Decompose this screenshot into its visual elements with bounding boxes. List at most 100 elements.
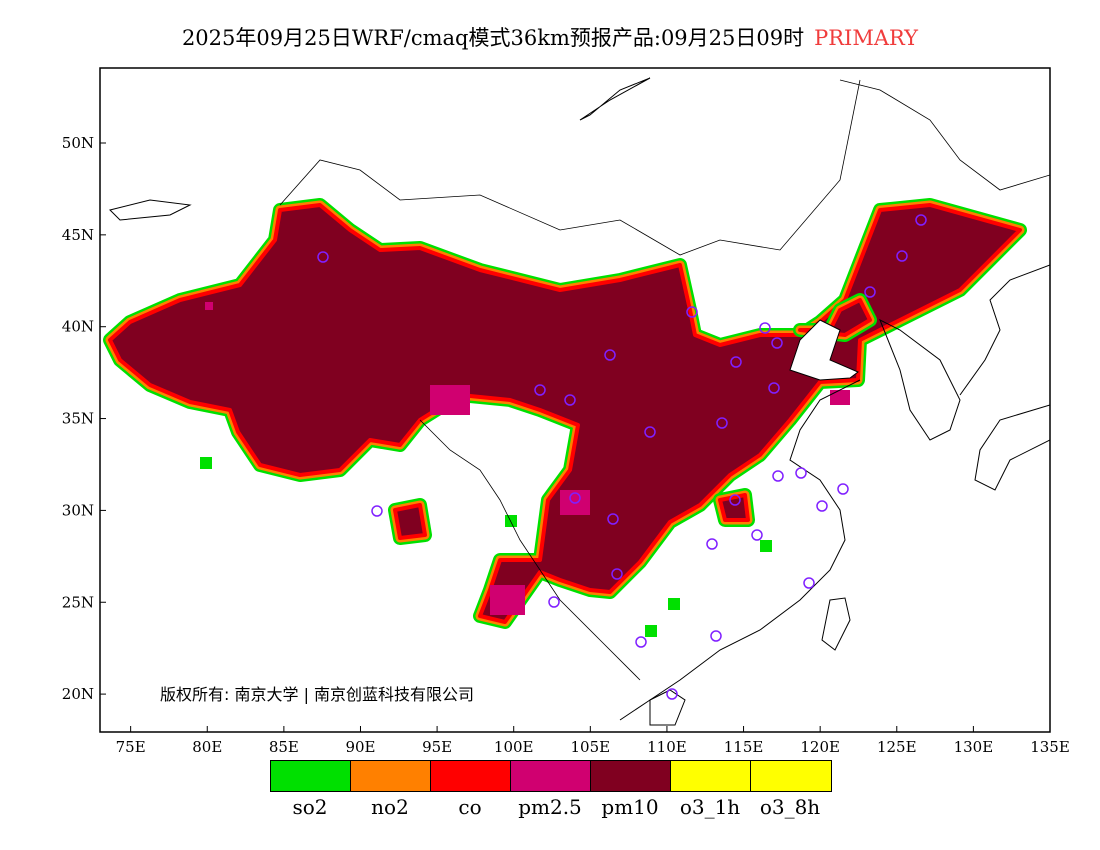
lon-tick-label: 125E: [877, 738, 917, 756]
station-marker: [771, 337, 783, 349]
station-markers: [317, 214, 927, 700]
station-marker: [607, 513, 619, 525]
lat-tick-label: 25N: [62, 593, 94, 611]
legend-label: pm2.5: [518, 795, 582, 819]
legend-swatch-co: [431, 761, 511, 791]
station-marker: [716, 417, 728, 429]
station-marker: [686, 306, 698, 318]
so2-patch: [645, 625, 657, 637]
lon-tick-label: 135E: [1030, 738, 1070, 756]
map-frame: [99, 67, 1051, 733]
primary-pollutant-region: [103, 198, 1027, 637]
legend-label: o3_8h: [759, 795, 821, 819]
station-marker: [534, 384, 546, 396]
lon-tick-label: 110E: [647, 738, 687, 756]
legend-swatch-so2: [271, 761, 351, 791]
legend-colorbar: [270, 760, 832, 792]
station-marker: [896, 250, 908, 262]
station-marker: [751, 529, 763, 541]
station-marker: [548, 596, 560, 608]
station-marker: [666, 688, 678, 700]
lat-tick-label: 50N: [62, 134, 94, 152]
station-marker: [772, 470, 784, 482]
bohai-sea: [789, 319, 859, 381]
legend-label: pm10: [601, 795, 659, 819]
legend-label: no2: [371, 795, 409, 819]
lon-tick-label: 105E: [571, 738, 611, 756]
legend-labels: so2 no2 co pm2.5 pm10 o3_1h o3_8h: [270, 795, 830, 819]
pm10-area: [393, 503, 427, 540]
baikal-lake: [579, 77, 651, 121]
legend-swatch-no2: [351, 761, 431, 791]
title-text: 2025年09月25日WRF/cmaq模式36km预报产品:09月25日09时: [181, 26, 805, 50]
station-marker: [569, 492, 581, 504]
pm10-area: [108, 203, 1022, 624]
lon-tick-label: 95E: [422, 738, 452, 756]
lat-tick-label: 30N: [62, 501, 94, 519]
station-marker: [729, 494, 741, 506]
so2-patch: [200, 457, 212, 469]
legend-label: so2: [292, 795, 328, 819]
station-marker: [611, 568, 623, 580]
taiwan: [821, 597, 851, 651]
coastline: [619, 379, 861, 721]
coast-ne: [959, 264, 1050, 396]
legend-label: co: [458, 795, 482, 819]
station-marker: [730, 356, 742, 368]
lon-tick-label: 80E: [192, 738, 222, 756]
border-ne: [839, 79, 1050, 191]
station-marker: [706, 538, 718, 550]
station-marker: [768, 382, 780, 394]
pm25-area: [430, 385, 470, 415]
legend-swatch-o3_8h: [751, 761, 831, 791]
lon-tick-label: 130E: [954, 738, 994, 756]
balkhash-lake: [109, 199, 192, 221]
pm25-area: [830, 390, 850, 405]
station-marker: [915, 214, 927, 226]
copyright-text: 版权所有: 南京大学 | 南京创蓝科技有限公司: [160, 685, 475, 704]
station-marker: [803, 577, 815, 589]
station-marker: [635, 636, 647, 648]
lon-tick-label: 115E: [724, 738, 764, 756]
station-marker: [317, 251, 329, 263]
station-marker: [816, 500, 828, 512]
lon-tick-label: 100E: [494, 738, 534, 756]
lat-tick-label: 20N: [62, 685, 94, 703]
station-marker: [604, 349, 616, 361]
station-marker: [864, 286, 876, 298]
lon-tick-label: 120E: [800, 738, 840, 756]
lat-tick-label: 45N: [62, 226, 94, 244]
station-marker: [795, 467, 807, 479]
lon-tick-label: 90E: [345, 738, 375, 756]
korea-coast: [879, 318, 961, 441]
station-marker: [371, 505, 383, 517]
japan-coast: [974, 404, 1050, 491]
station-marker: [837, 483, 849, 495]
axis-ticks: 75E 80E 85E 90E 95E 100E 105E 110E 115E 120E 125E 1…: [62, 134, 1070, 756]
station-marker: [564, 394, 576, 406]
so2-patch: [505, 515, 517, 527]
lon-tick-label: 75E: [116, 738, 146, 756]
legend-swatch-o3_1h: [671, 761, 751, 791]
pm25-area: [490, 585, 525, 615]
legend-swatch-pm10: [591, 761, 671, 791]
title-tag: PRIMARY: [814, 26, 919, 50]
legend-swatch-pm2.5: [511, 761, 591, 791]
station-marker: [759, 322, 771, 334]
map-layer: [103, 77, 1050, 726]
so2-patch: [668, 598, 680, 610]
map-title: 2025年09月25日WRF/cmaq模式36km预报产品:09月25日09时 P…: [0, 22, 1100, 52]
so2-patch: [760, 540, 772, 552]
hainan: [649, 689, 686, 726]
lon-tick-label: 85E: [269, 738, 299, 756]
lat-tick-label: 35N: [62, 410, 94, 428]
border-north: [279, 79, 861, 256]
station-marker: [710, 630, 722, 642]
pm10-area: [718, 493, 750, 522]
legend-label: o3_1h: [679, 795, 741, 819]
border-south: [419, 419, 641, 681]
station-marker: [644, 426, 656, 438]
pm25-area: [205, 302, 213, 310]
lat-tick-label: 40N: [62, 318, 94, 336]
